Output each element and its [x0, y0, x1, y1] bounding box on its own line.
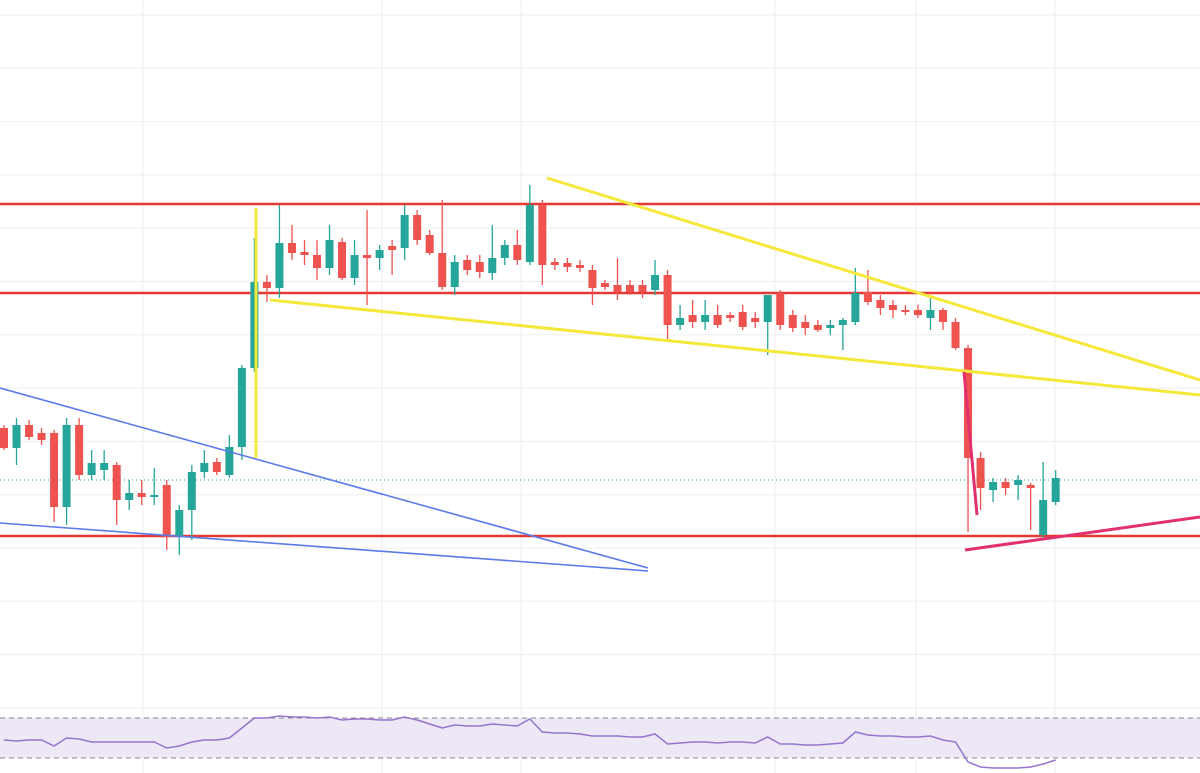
candle-body	[563, 263, 572, 267]
candle-body	[363, 255, 372, 258]
candle-body	[713, 315, 722, 325]
candle-body	[901, 310, 910, 312]
rsi-line	[3, 715, 1056, 769]
candle-body	[425, 235, 434, 253]
candle-body	[888, 305, 897, 310]
candle-body	[588, 270, 597, 288]
candle-body	[300, 252, 309, 255]
trend-line	[0, 522, 649, 572]
candle-body	[738, 312, 747, 327]
candle-body	[851, 293, 860, 322]
trend-line	[0, 387, 649, 569]
candle-body	[388, 246, 397, 250]
candle-body	[75, 425, 84, 475]
trend-line	[962, 371, 979, 516]
candle-body	[488, 258, 497, 273]
candle-body	[575, 265, 584, 268]
price-pane	[0, 185, 1200, 555]
candle-body	[463, 260, 472, 270]
drawings	[0, 176, 1200, 572]
candle-body	[200, 463, 209, 472]
candle-body	[225, 447, 234, 475]
candle-body	[651, 275, 660, 290]
candle-body	[976, 458, 985, 488]
candle-body	[989, 482, 998, 490]
candle-body	[175, 510, 184, 537]
candle-body	[162, 485, 171, 537]
candle-body	[150, 495, 159, 497]
candle-body	[1001, 482, 1010, 488]
candle-body	[813, 325, 822, 330]
candle-body	[250, 282, 259, 368]
candle-body	[538, 205, 547, 265]
candle-body	[475, 262, 484, 272]
candle-body	[500, 245, 509, 258]
candle-body	[1014, 480, 1023, 485]
candle-body	[212, 462, 221, 472]
candle-body	[788, 315, 797, 328]
candle-body	[726, 315, 735, 318]
candle-body	[513, 245, 522, 260]
candle-body	[375, 250, 384, 258]
trend-line	[546, 176, 1200, 382]
candle-body	[400, 215, 409, 248]
candle-body	[751, 318, 760, 322]
candle-body	[701, 315, 710, 322]
candle-body	[100, 463, 109, 470]
candle-body	[112, 465, 121, 500]
rsi-band	[0, 718, 1200, 758]
candle-body	[12, 425, 21, 448]
candle-body	[313, 255, 321, 268]
candle-body	[663, 275, 672, 325]
candle-body	[87, 463, 96, 475]
candle-body	[450, 262, 459, 287]
candle-body	[438, 253, 447, 287]
trend-line	[964, 515, 1200, 552]
candle-body	[763, 295, 772, 322]
rsi-pane	[0, 715, 1200, 769]
candle-body	[275, 243, 284, 288]
candle-body	[325, 240, 334, 268]
candle-body	[826, 325, 835, 328]
candle-body	[638, 285, 647, 292]
candle-body	[0, 428, 8, 448]
candle-body	[237, 368, 246, 447]
candle-body	[350, 255, 359, 278]
candle-body	[137, 493, 146, 497]
candle-body	[688, 315, 697, 322]
candle-body	[25, 425, 34, 437]
candle-body	[187, 472, 196, 510]
candle-body	[613, 285, 622, 292]
candle-body	[1039, 500, 1048, 535]
candle-body	[951, 322, 960, 348]
candle-body	[863, 292, 872, 302]
candle-body	[413, 215, 422, 240]
candle-body	[838, 320, 847, 325]
candle-body	[550, 262, 559, 265]
candle-body	[262, 282, 271, 288]
candle-body	[626, 285, 634, 292]
candle-body	[1026, 485, 1035, 488]
candle-body	[125, 493, 134, 500]
candle-body	[37, 433, 46, 440]
candle-body	[676, 318, 685, 325]
candle-body	[776, 293, 785, 325]
candle-body	[801, 322, 810, 328]
candle-body	[50, 433, 59, 507]
candle-body	[338, 242, 347, 278]
candle-body	[876, 300, 885, 308]
candle-body	[1051, 478, 1060, 502]
candle-body	[939, 310, 947, 322]
trend-line	[269, 298, 1200, 397]
candle-body	[926, 310, 935, 318]
candle-body	[525, 205, 534, 262]
candle-body	[600, 283, 609, 287]
candle-body	[913, 310, 922, 315]
candle-body	[62, 425, 71, 507]
candle-body	[287, 243, 296, 253]
